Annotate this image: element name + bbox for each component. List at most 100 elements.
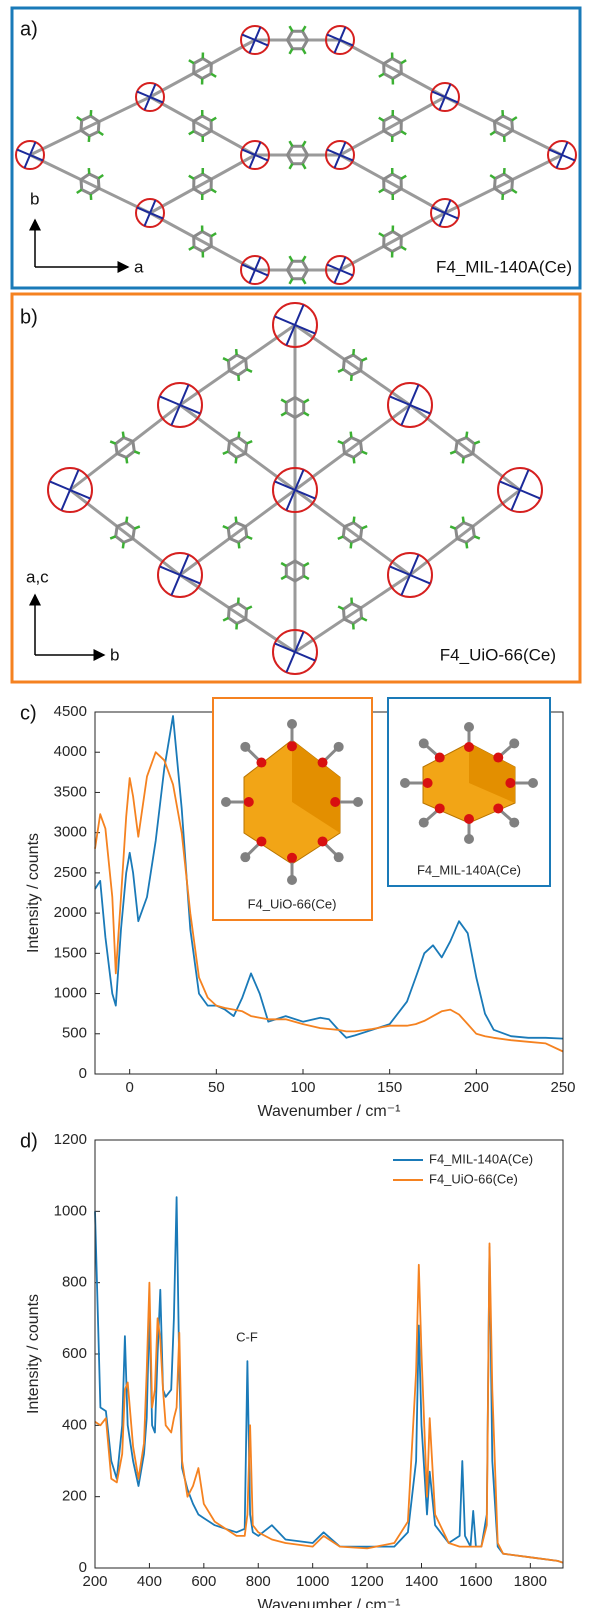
- y-tick-label: 1000: [54, 1202, 87, 1219]
- oxygen: [493, 752, 504, 763]
- x-tick-label: 1800: [514, 1573, 547, 1590]
- bond: [339, 153, 446, 215]
- fluorine: [378, 188, 385, 194]
- y-tick-label: 2500: [54, 864, 87, 881]
- x-axis-label: Wavenumber / cm⁻¹: [258, 1597, 401, 1608]
- metal-bond: [241, 263, 256, 271]
- metal-bond: [409, 574, 431, 585]
- x-tick-label: 600: [191, 1573, 216, 1590]
- fluorine: [301, 163, 307, 170]
- cluster-ring: [135, 82, 165, 112]
- cluster-drawing: [221, 719, 363, 885]
- metal-bond: [294, 651, 316, 662]
- metal-bond: [294, 469, 305, 491]
- bond: [149, 153, 256, 215]
- oxygen: [330, 797, 341, 807]
- oxygen: [287, 741, 297, 752]
- metal-bond: [339, 256, 347, 271]
- fluorine: [473, 440, 481, 445]
- x-tick-label: 1000: [296, 1573, 329, 1590]
- cluster-drawing: [400, 722, 538, 844]
- bond: [179, 403, 296, 492]
- fluorine: [234, 348, 238, 356]
- metal-bond: [254, 256, 262, 271]
- metal-bond: [60, 489, 71, 511]
- fluorine: [360, 616, 368, 622]
- metal-bond: [241, 148, 256, 156]
- carbon: [528, 778, 538, 788]
- metal-bond: [274, 315, 296, 326]
- bond: [444, 95, 563, 157]
- oxygen: [256, 757, 267, 768]
- bond: [444, 153, 563, 215]
- panel-label: c): [20, 702, 37, 724]
- metal-bond: [149, 199, 157, 214]
- fluorine: [352, 457, 356, 464]
- cluster-ring: [272, 467, 318, 513]
- oxygen: [434, 752, 445, 763]
- y-tick-label: 0: [79, 1559, 87, 1576]
- panel-b-frame: [10, 292, 582, 684]
- fluorine: [109, 535, 117, 540]
- metal-bond: [438, 212, 446, 227]
- annotation: C-F: [236, 1329, 258, 1344]
- cluster-ring: [240, 25, 270, 55]
- fluorine: [210, 188, 217, 194]
- carbon: [353, 797, 363, 807]
- cluster-ring: [272, 629, 318, 675]
- metal-bond: [444, 199, 452, 214]
- metal-bond: [254, 154, 269, 162]
- metal-bond: [49, 480, 71, 491]
- y-tick-label: 1500: [54, 944, 87, 961]
- fluorine: [301, 278, 307, 285]
- metal-bond: [431, 90, 446, 98]
- fluorine: [234, 457, 238, 464]
- series-line: [94, 715, 564, 1040]
- metal-bond: [333, 39, 341, 54]
- fluorine: [246, 535, 253, 541]
- series-line: [94, 751, 564, 1053]
- fluorine: [210, 232, 217, 238]
- axis-label: a,c: [26, 567, 49, 586]
- fluorine: [76, 115, 83, 122]
- metal-bond: [294, 631, 305, 653]
- fluorine: [288, 48, 294, 55]
- fluorine: [400, 245, 407, 251]
- x-tick-label: 1200: [350, 1573, 383, 1590]
- bond: [179, 573, 296, 654]
- fluorine: [97, 130, 104, 137]
- fluorine: [280, 411, 287, 417]
- metal-bond: [179, 384, 190, 406]
- carbon: [221, 797, 231, 807]
- fluorine: [400, 174, 407, 180]
- fluorine: [121, 542, 125, 549]
- fluorine: [301, 140, 307, 147]
- metal-bond: [409, 554, 420, 576]
- x-tick-label: 0: [125, 1079, 133, 1096]
- oxygen: [464, 814, 474, 824]
- metal-bond: [23, 154, 31, 169]
- metal-bond: [400, 574, 411, 596]
- oxygen: [243, 797, 254, 807]
- metal-bond: [431, 206, 446, 214]
- fluorine: [361, 357, 368, 362]
- inset: F4_MIL-140A(Ce): [387, 697, 551, 887]
- x-tick-label: 150: [377, 1079, 402, 1096]
- metal-bond: [170, 574, 181, 596]
- y-tick-label: 2000: [54, 904, 87, 921]
- metal-bond: [285, 489, 296, 511]
- metal-bond: [29, 154, 44, 162]
- fluorine: [188, 174, 195, 180]
- bond: [294, 403, 411, 492]
- inset-label: F4_UiO-66(Ce): [248, 896, 337, 911]
- cluster-ring: [135, 198, 165, 228]
- fluorine: [449, 525, 457, 530]
- axis-label: b: [30, 189, 39, 208]
- metal-bond: [285, 651, 296, 673]
- metal-bond: [326, 148, 341, 156]
- metal-bond: [159, 395, 181, 406]
- bond: [294, 488, 411, 577]
- carbon: [418, 817, 429, 828]
- polyhedron-face: [292, 740, 340, 833]
